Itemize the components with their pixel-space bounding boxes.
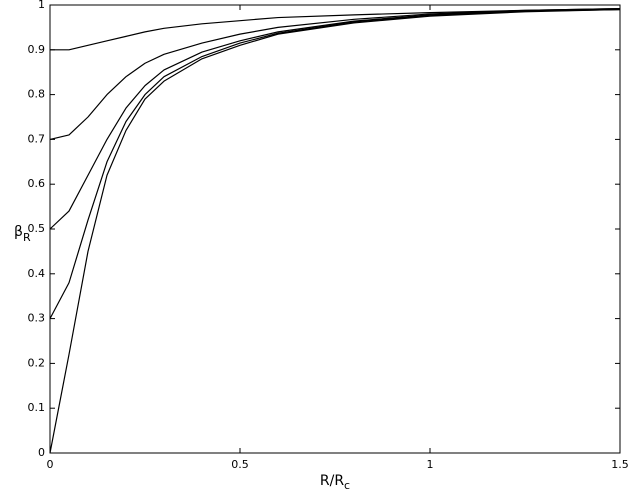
- y-tick-label: 0.9: [28, 43, 46, 56]
- x-tick-label: 0: [47, 458, 54, 471]
- x-tick-label: 1.5: [611, 458, 628, 471]
- plot-frame: [49, 4, 621, 454]
- y-tick-label: 0.1: [28, 401, 46, 414]
- y-tick-label: 0.5: [28, 222, 46, 235]
- x-label-sub: c: [344, 479, 350, 492]
- series-line: [49, 8, 621, 319]
- y-tick-label: 0.4: [28, 267, 46, 280]
- y-tick-label: 0.3: [28, 312, 46, 325]
- series-line: [49, 8, 621, 454]
- x-label-main: R/R: [320, 473, 344, 489]
- y-axis-label: βR: [14, 224, 31, 244]
- x-tick-label: 0.5: [231, 458, 249, 471]
- y-tick-label: 0.8: [28, 88, 46, 101]
- y-tick-label: 0: [38, 446, 45, 459]
- y-tick-label: 0.7: [28, 132, 46, 145]
- series-line: [50, 7, 621, 51]
- y-label-main: β: [14, 224, 23, 240]
- y-tick-label: 0.2: [28, 356, 46, 369]
- y-tick-label: 1: [38, 0, 45, 11]
- x-axis-label: R/Rc: [320, 473, 350, 492]
- y-label-sub: R: [23, 231, 31, 244]
- series-line: [49, 7, 621, 140]
- series-line: [49, 8, 621, 230]
- x-tick-label: 1: [427, 458, 434, 471]
- y-tick-label: 0.6: [28, 177, 46, 190]
